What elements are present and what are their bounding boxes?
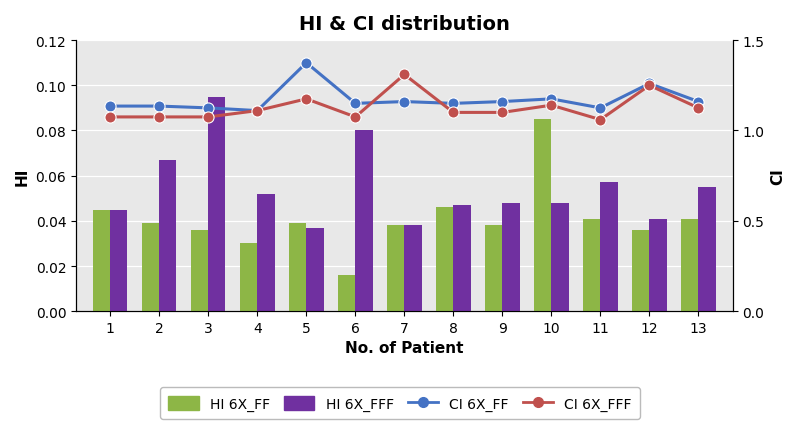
Bar — [338, 276, 355, 311]
Bar — [551, 203, 569, 311]
X-axis label: No. of Patient: No. of Patient — [345, 341, 464, 356]
Y-axis label: HI: HI — [15, 167, 30, 185]
Bar — [110, 210, 127, 311]
Bar — [258, 194, 274, 311]
Bar — [454, 206, 470, 311]
Bar — [534, 120, 551, 311]
Bar — [601, 183, 618, 311]
Bar — [583, 219, 601, 311]
Bar — [240, 244, 258, 311]
Bar — [698, 187, 715, 311]
Bar — [387, 226, 404, 311]
Bar — [159, 161, 177, 311]
Bar — [404, 226, 422, 311]
Bar — [191, 230, 208, 311]
Legend: HI 6X_FF, HI 6X_FFF, CI 6X_FF, CI 6X_FFF: HI 6X_FF, HI 6X_FFF, CI 6X_FF, CI 6X_FFF — [160, 388, 640, 419]
Bar — [436, 208, 454, 311]
Bar — [486, 226, 502, 311]
Bar — [650, 219, 666, 311]
Title: HI & CI distribution: HI & CI distribution — [299, 15, 510, 34]
Bar — [355, 131, 373, 311]
Bar — [682, 219, 698, 311]
Bar — [502, 203, 519, 311]
Bar — [208, 98, 226, 311]
Bar — [93, 210, 110, 311]
Bar — [290, 224, 306, 311]
Y-axis label: CI: CI — [770, 168, 785, 184]
Bar — [142, 224, 159, 311]
Bar — [632, 230, 650, 311]
Bar — [306, 228, 323, 311]
